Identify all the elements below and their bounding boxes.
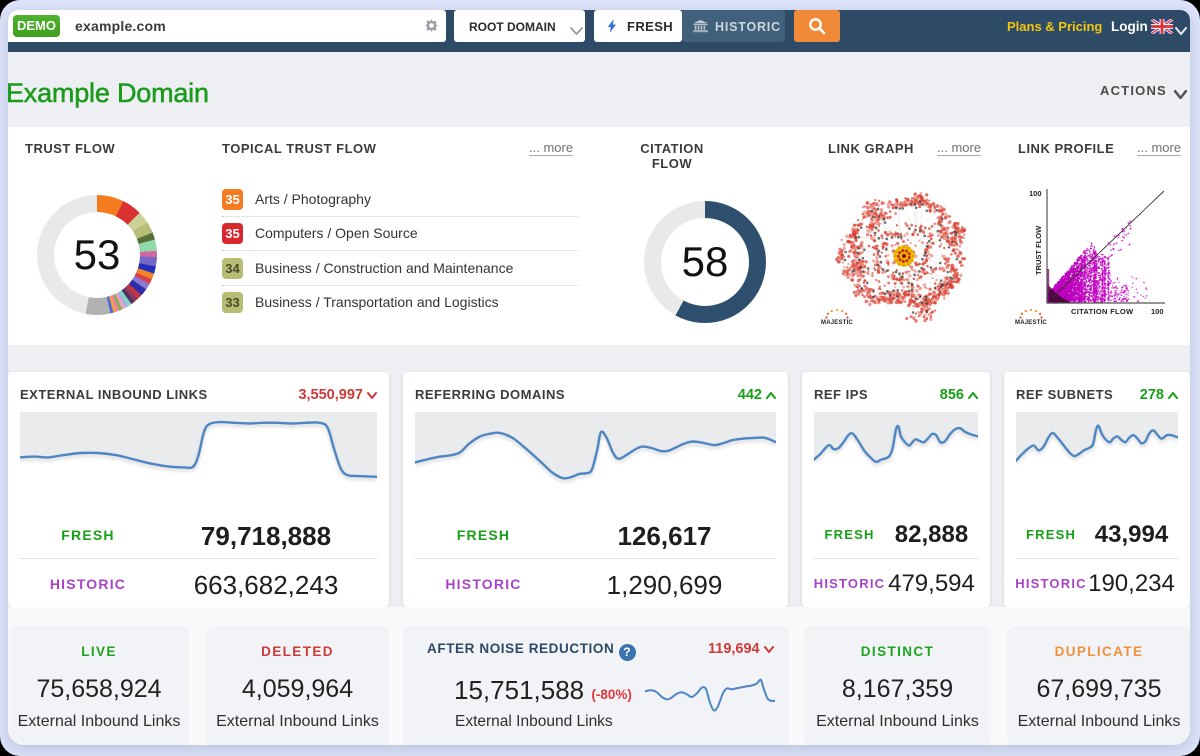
- svg-text:MAJESTIC: MAJESTIC: [821, 320, 853, 326]
